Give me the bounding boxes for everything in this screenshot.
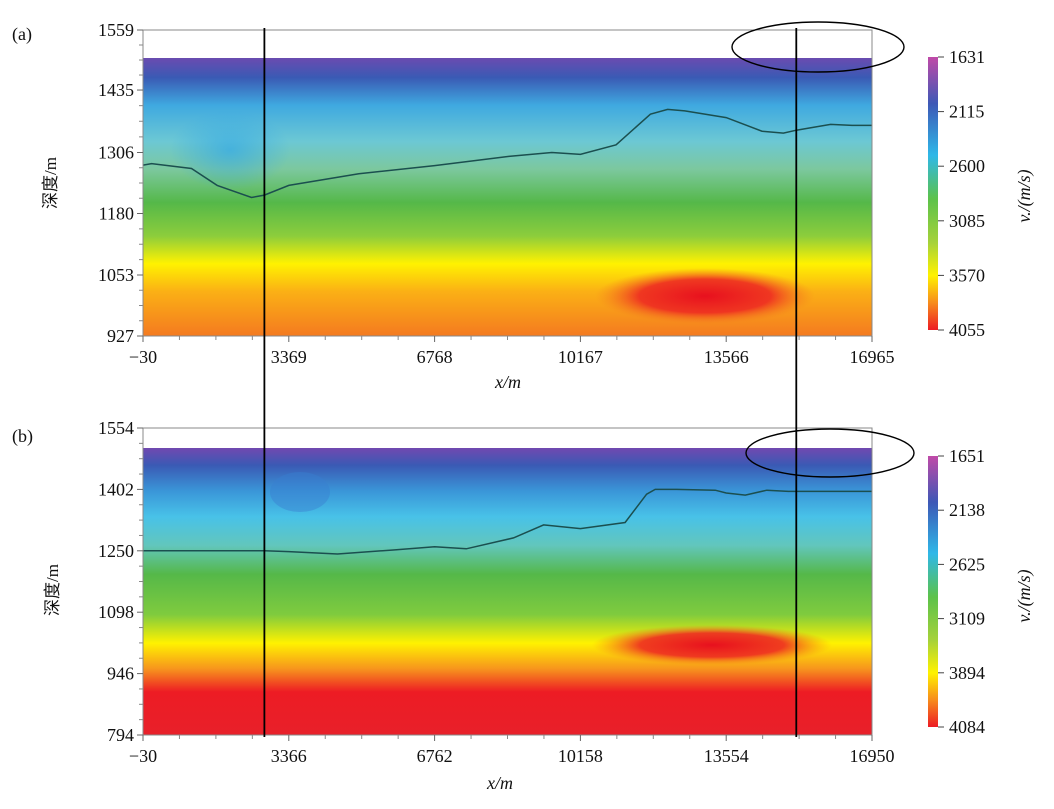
- panel-b-x-axis-label: x/m: [486, 773, 513, 793]
- colorbar-tick-label: 2138: [949, 500, 985, 520]
- panel-b-colorbar-ticks: 1651 2138 2625 3109 3894 4084: [938, 446, 985, 737]
- panel-a-colorbar-label: v./(m/s): [1014, 169, 1035, 222]
- y-tick-label: 1306: [98, 142, 134, 162]
- panel-a: (a) −30 3369 6768 10167 13566 16965 155914351…: [12, 20, 1035, 392]
- panel-b-colorbar: [928, 456, 938, 727]
- x-tick-label: 13566: [704, 347, 749, 367]
- panel-b-surface-top: [143, 428, 872, 442]
- colorbar-tick-label: 3085: [949, 211, 985, 231]
- panel-a-label: (a): [12, 24, 32, 45]
- x-tick-label: 6768: [417, 347, 453, 367]
- panel-a-surface-top: [143, 30, 872, 54]
- y-tick-label: 1098: [98, 602, 134, 622]
- x-tick-label: 3366: [271, 746, 307, 766]
- y-tick-label: 927: [107, 326, 134, 346]
- colorbar-tick-label: 1651: [949, 446, 985, 466]
- y-tick-label: 1180: [99, 204, 134, 224]
- panel-a-x-ticks: −30 3369 6768 10167 13566 16965: [129, 336, 895, 367]
- colorbar-tick-label: 3109: [949, 609, 985, 629]
- colorbar-tick-label: 1631: [949, 47, 985, 67]
- panel-b-annotation-ellipse: [745, 428, 915, 478]
- panel-b-x-ticks: −30 3366 6762 10158 13554 16950: [129, 735, 895, 766]
- y-tick-label: 1053: [98, 265, 134, 285]
- panel-b-high-velocity-zone: [592, 625, 832, 665]
- y-tick-label: 794: [107, 725, 134, 745]
- x-tick-label: 16965: [850, 347, 895, 367]
- y-tick-label: 1559: [98, 20, 134, 40]
- panel-a-low-velocity-pocket: [170, 110, 290, 190]
- panel-a-y-axis-label: 深度/m: [41, 157, 60, 209]
- y-tick-label: 1402: [98, 479, 134, 499]
- panel-b-interface-line: [143, 488, 872, 555]
- panel-b-colorbar-label: v./(m/s): [1014, 569, 1035, 622]
- panel-a-colorbar-ticks: 1631 2115 2600 3085 3570 4055: [938, 47, 985, 340]
- colorbar-tick-label: 2625: [949, 554, 985, 574]
- colorbar-tick-label: 2115: [949, 102, 984, 122]
- panel-a-high-velocity-zone: [595, 268, 815, 324]
- colorbar-tick-label: 2600: [949, 156, 985, 176]
- colorbar-tick-label: 3570: [949, 265, 985, 285]
- x-tick-label: 16950: [850, 746, 895, 766]
- x-tick-label: −30: [129, 746, 157, 766]
- x-tick-label: 6762: [417, 746, 453, 766]
- panel-a-colorbar: [928, 57, 938, 330]
- x-tick-label: 10167: [558, 347, 603, 367]
- y-tick-label: 1250: [98, 541, 134, 561]
- panel-a-y-ticks: 1559 1435 1306 1180 1053 927: [98, 20, 143, 346]
- colorbar-tick-label: 4084: [949, 717, 985, 737]
- x-tick-label: 13554: [704, 746, 749, 766]
- colorbar-tick-label: 3894: [949, 663, 985, 683]
- panel-b-y-axis-label: 深度/m: [43, 564, 62, 616]
- colorbar-tick-label: 4055: [949, 320, 985, 340]
- y-tick-label: 1435: [98, 80, 134, 100]
- panel-a-interface-line: [143, 108, 872, 199]
- panel-b-low-velocity-pocket: [270, 472, 330, 512]
- panel-b: (b) −30 3366 6762 10158 13554 16950 155414021…: [12, 418, 1035, 793]
- x-tick-label: 3369: [271, 347, 307, 367]
- vertical-reference-lines: [263, 28, 798, 737]
- panel-b-y-ticks: 1554 1402 1250 1098 946 794: [98, 418, 143, 745]
- x-tick-label: −30: [129, 347, 157, 367]
- panel-b-label: (b): [12, 426, 33, 447]
- y-tick-label: 946: [107, 664, 134, 684]
- x-tick-label: 10158: [558, 746, 603, 766]
- panel-a-annotation-ellipse: [731, 21, 905, 73]
- panel-a-x-axis-label: x/m: [494, 372, 521, 392]
- y-tick-label: 1554: [98, 418, 134, 438]
